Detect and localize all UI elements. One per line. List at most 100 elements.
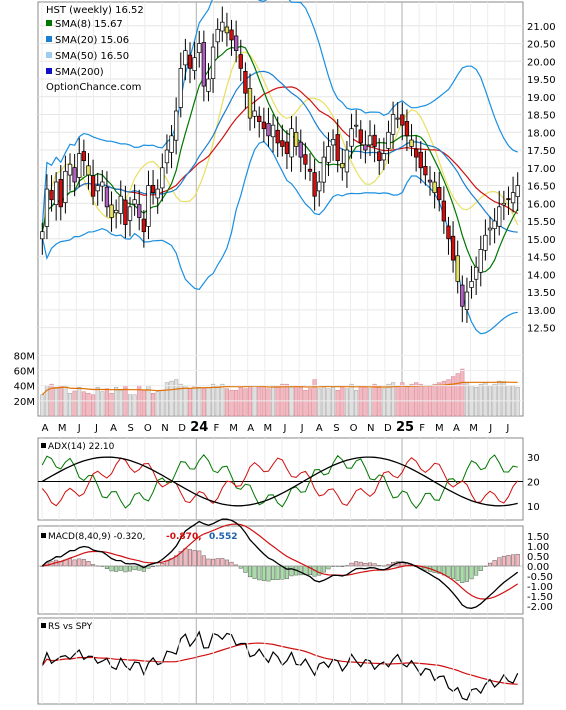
candlestick-series [40,6,520,323]
macd-hist-bar [109,565,114,572]
macd-tick-label: -1.00 [527,582,553,593]
volume-bar [335,389,340,417]
candle-body [86,165,91,176]
month-tick-label: F [419,423,425,434]
candle-body [220,21,225,32]
volume-bar [155,391,160,417]
candle-body [257,115,262,122]
macd-hist-bar [104,565,109,569]
month-tick-label: M [435,423,444,434]
macd-label-swatch [41,533,46,538]
volume-bar [317,388,322,417]
volume-bar [229,389,234,417]
volume-bar [77,386,82,417]
candle-body [432,181,437,193]
candle-body [127,206,133,221]
volume-bar [446,379,451,417]
volume-bar [455,373,460,417]
candle-body [404,121,410,137]
macd-hist-bar [511,554,516,567]
macd-hist-bar [266,565,271,582]
candle-body [474,266,479,280]
volume-bar [164,382,169,417]
volume-bar [280,383,285,417]
month-tick-label: M [264,423,273,434]
macd-hist-bar [118,565,123,571]
volume-tick-label: 20M [14,397,35,408]
month-tick-label: M [58,423,67,434]
volume-bar [109,393,114,417]
candle-body [187,54,193,69]
adx-tick-label: 30 [527,453,540,464]
candle-body [280,140,285,147]
macd-hist-bar [368,562,373,567]
month-tick-label: D [178,423,186,434]
candle-body [243,71,248,94]
volume-bar [238,386,243,417]
volume-bar [91,394,96,417]
candle-body [146,185,151,227]
candle-body [54,181,59,206]
candle-body [363,144,368,151]
adx-tick-label: 10 [527,502,540,513]
price-tick-label: 15.00 [527,235,556,246]
volume-bar [363,386,368,417]
candle-body [155,188,160,199]
macd-signal-line [42,523,519,600]
macd-hist-bar [160,563,165,567]
volume-bar [174,379,179,417]
candle-body [487,227,493,231]
macd-hist-bar [257,565,262,581]
macd-hist-bar [321,565,326,573]
volume-bar [312,379,317,417]
candle-body [114,210,119,214]
legend-swatch-sma50 [46,52,52,58]
month-tick-label: J [94,423,98,434]
candle-body [109,204,114,218]
macd-hist-bar [261,565,266,581]
price-tick-label: 17.00 [527,164,556,175]
month-tick-label: A [316,423,323,434]
candle-body [483,234,488,251]
volume-bar [344,388,349,417]
price-tick-label: 16.50 [527,182,556,193]
candle-body [238,54,243,69]
legend-sma8: SMA(8) 15.67 [55,19,123,30]
candle-body [340,163,345,169]
candle-body [381,153,386,161]
month-tick-label: O [350,423,358,434]
month-tick-label: A [110,423,117,434]
macd-hist-bar [280,565,285,580]
candle-body [160,167,165,189]
volume-bar [441,380,446,417]
candle-body [284,141,290,154]
macd-hist-bar [372,563,377,567]
macd-hist-bar [67,558,72,567]
volume-bar [151,393,156,417]
macd-hist-bar [515,554,520,567]
candle-body [344,149,350,173]
month-tick-label: N [161,423,168,434]
macd-hist-bar [114,565,119,572]
macd-line [41,518,519,609]
macd-hist-bar [192,550,197,567]
price-tick-label: 20.50 [527,40,556,51]
volume-bar [289,386,294,417]
legend-sma50: SMA(50) 16.50 [55,51,129,62]
volume-bar [206,386,211,417]
candle-body [335,134,340,162]
volume-bar [197,386,202,417]
volume-bar [81,391,86,417]
macd-hist-value: 0.552 [209,532,237,542]
month-tick-label: A [42,423,49,434]
adx-plus-di [41,454,518,509]
price-tick-label: 19.50 [527,75,556,86]
legend: HST (weekly) 16.52 SMA(8) 15.67 SMA(20) … [46,5,144,93]
macd-tick-label: 1.00 [527,542,549,553]
legend-sma20: SMA(20) 15.06 [55,35,129,46]
volume-bar [141,389,146,417]
candle-body [169,135,174,153]
candle-body [44,188,50,227]
month-tick-label: M [469,423,478,434]
candle-body [358,129,363,144]
